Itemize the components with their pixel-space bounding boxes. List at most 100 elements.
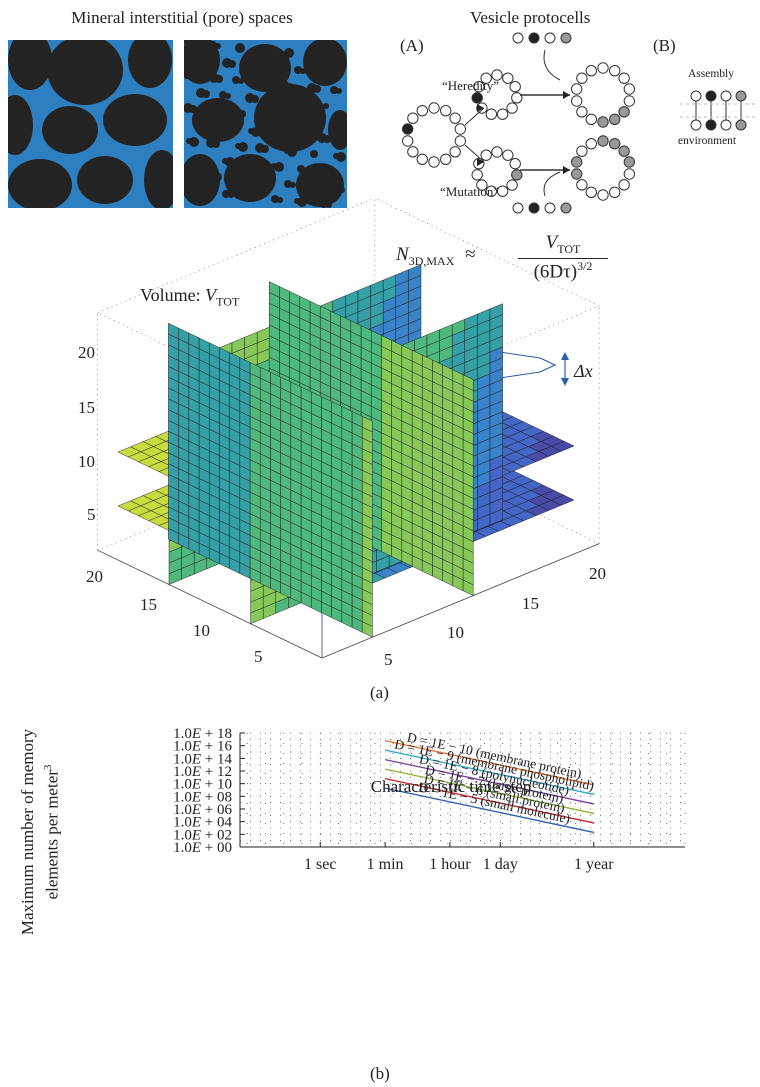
- pore-spaces-title: Mineral interstitial (pore) spaces: [71, 8, 293, 27]
- vesicle-bead: [496, 185, 509, 197]
- vesicle-bead: [597, 62, 609, 74]
- vesicle-bead: [509, 80, 521, 93]
- nucleotide-bead: [528, 32, 540, 44]
- series-line: [384, 768, 594, 815]
- vesicle-bead: [623, 156, 636, 168]
- formula-num-sub: TOT: [557, 241, 581, 256]
- vesicle-bead: [576, 72, 588, 84]
- nucleotide-bead: [512, 202, 524, 214]
- formula-numerator: VTOT: [518, 232, 608, 259]
- y-tick-10: 10: [447, 623, 464, 642]
- vesicle-bead: [416, 104, 428, 117]
- vesicle-bead: [496, 108, 509, 120]
- vesicle-bead: [618, 72, 630, 84]
- mutation-label: “Mutation”: [440, 184, 500, 199]
- vesicle-bead: [585, 186, 597, 199]
- vesicle-bead: [511, 92, 523, 104]
- vesicle-schematic: [401, 32, 755, 214]
- nucleotide-bead: [544, 202, 556, 214]
- panel-b-label: (B): [653, 36, 676, 55]
- vesicle-bead: [506, 102, 518, 114]
- vesicle-bead: [401, 135, 414, 147]
- vesicle-bead: [485, 108, 498, 120]
- formula-den: (6Dτ): [533, 261, 578, 283]
- vesicle-bead: [485, 185, 498, 197]
- formula-den-exp: 3/2: [577, 259, 593, 273]
- vesicle-bead: [407, 112, 419, 124]
- vesicle-bead: [609, 113, 621, 126]
- vesicle-bead: [473, 80, 485, 93]
- y-tick-5: 5: [384, 650, 393, 669]
- vesicle-bead: [570, 168, 583, 180]
- z-tick-5: 5: [87, 505, 96, 524]
- assembly-bead-top: [735, 90, 747, 102]
- vesicle-bead: [480, 72, 492, 84]
- x-tick-label: 1 year: [574, 856, 614, 873]
- volume-prefix: Volume:: [140, 285, 201, 305]
- nucleotide-bead: [544, 32, 556, 44]
- volume-plot-3d: [97, 197, 600, 659]
- y-tick-label: 1.0E + 10: [173, 777, 232, 793]
- x-tick-10: 10: [193, 621, 210, 640]
- z-tick-15: 15: [78, 398, 95, 417]
- formula-lhs-sub: 3D,MAX: [408, 253, 455, 268]
- x-tick-label: 1 sec: [304, 856, 336, 873]
- caption-b: (b): [370, 1064, 390, 1083]
- x-axis-label: Characteristic time step: [370, 777, 532, 796]
- formula-num: V: [545, 232, 558, 253]
- y-tick-label: 1.0E + 12: [173, 764, 232, 780]
- z-tick-10: 10: [78, 452, 95, 471]
- formula-lhs: N: [396, 244, 409, 265]
- y-tick-label: 1.0E + 04: [173, 815, 232, 831]
- vesicle-bead: [585, 113, 597, 126]
- nucleotide-bead: [560, 202, 572, 214]
- vesicle-bead: [609, 186, 621, 199]
- assembly-bead-bottom: [735, 119, 747, 131]
- vesicle-bead: [597, 116, 609, 128]
- delta-x-label: Δx: [574, 361, 593, 381]
- x-tick-label: 1 day: [483, 856, 518, 873]
- pore-image-coarse: [8, 40, 173, 208]
- y-tick-label: 1.0E + 16: [173, 739, 232, 755]
- vesicle-bead: [618, 179, 630, 191]
- memory-chart: 1.0E + 181.0E + 161.0E + 141.0E + 121.0E…: [173, 726, 686, 873]
- volume-cell: [408, 264, 422, 281]
- vesicle-bead: [428, 102, 440, 114]
- series-line: [384, 749, 594, 796]
- caption-a: (a): [370, 683, 389, 702]
- y-tick-label: 1.0E + 00: [173, 840, 232, 856]
- assembly-bead-bottom: [705, 119, 717, 131]
- vesicle-bead: [623, 95, 636, 107]
- vesicle-bead: [476, 179, 488, 191]
- vesicle-bead: [585, 64, 597, 77]
- volume-cell: [268, 281, 280, 298]
- nucleotide-bead: [512, 32, 524, 44]
- vesicle-bead: [570, 156, 583, 168]
- y-tick-15: 15: [522, 594, 539, 613]
- x-tick-label: 1 min: [367, 856, 404, 873]
- vesicle-bead: [502, 72, 514, 84]
- vesicle-bead: [480, 149, 492, 161]
- y-axis-label-exp: 3: [42, 764, 54, 771]
- vesicle-bead: [585, 137, 597, 150]
- vesicle-bead: [407, 146, 419, 158]
- vesicle-bead: [576, 145, 588, 157]
- nucleotide-bead: [528, 202, 540, 214]
- y-tick-20: 20: [589, 564, 606, 583]
- vesicle-bead: [576, 106, 588, 118]
- vesicle-bead: [618, 106, 630, 118]
- environment-label: environment: [678, 135, 737, 147]
- vesicle-title: Vesicle protocells: [470, 8, 591, 27]
- y-tick-label: 1.0E + 18: [173, 726, 232, 742]
- y-tick-label: 1.0E + 06: [173, 802, 232, 818]
- vesicle-bead: [491, 69, 503, 81]
- vesicle-bead: [491, 146, 503, 158]
- vesicle-bead: [609, 64, 621, 77]
- x-tick-5: 5: [254, 647, 263, 666]
- y-axis-label-line1: Maximum number of memory: [18, 728, 37, 936]
- assembly-bead-bottom: [690, 119, 702, 131]
- vesicle-bead: [454, 123, 467, 135]
- vesicle-bead: [511, 169, 523, 181]
- formula: N3D,MAX ≈: [396, 244, 482, 269]
